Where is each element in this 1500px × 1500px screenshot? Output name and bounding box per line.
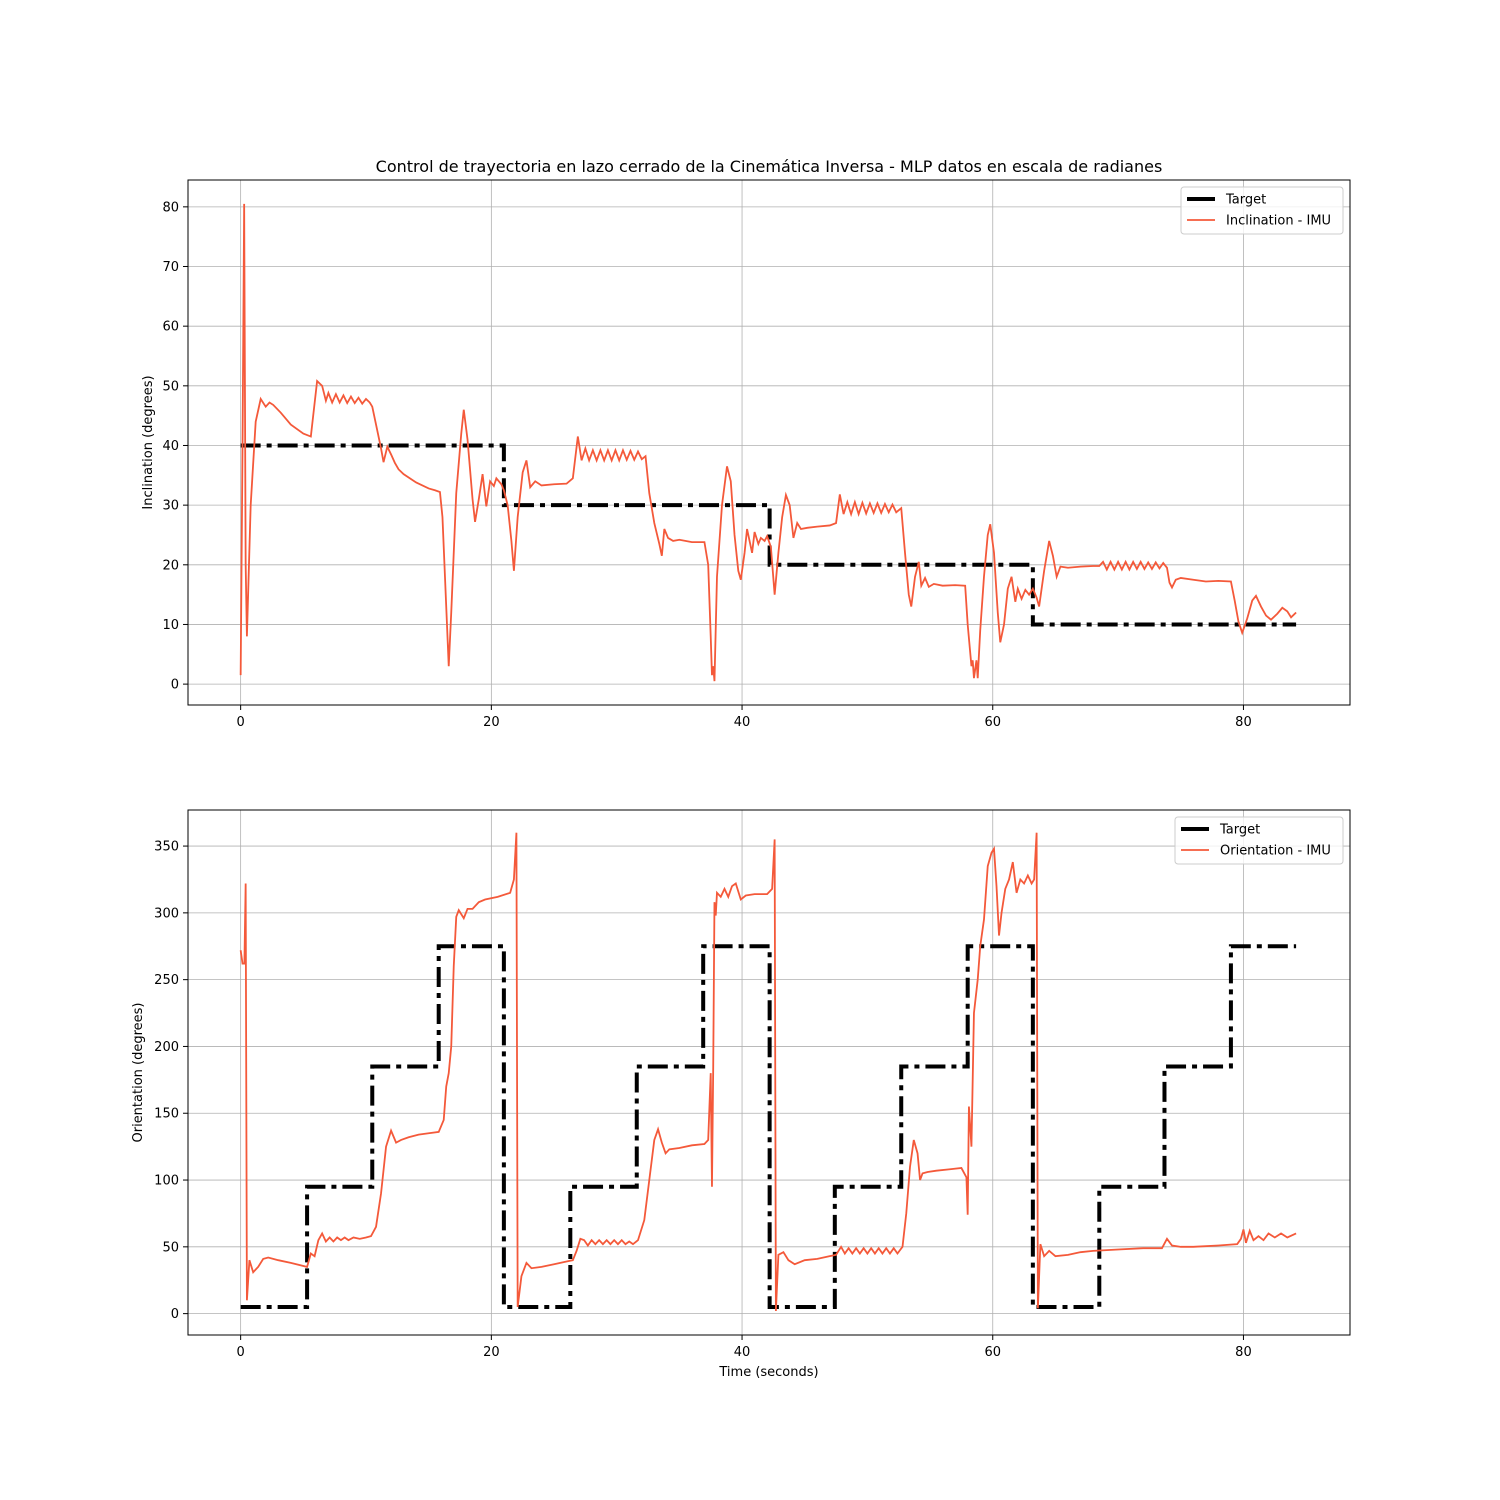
y-tick-label: 150 bbox=[154, 1107, 179, 1122]
chart-title: Control de trayectoria en lazo cerrado d… bbox=[376, 157, 1163, 176]
legend-label: Orientation - IMU bbox=[1220, 844, 1331, 859]
y-tick-label: 100 bbox=[154, 1174, 179, 1189]
plot-area bbox=[239, 203, 1297, 682]
target-series-line bbox=[240, 443, 1297, 627]
legend-label: Inclination - IMU bbox=[1226, 214, 1331, 229]
legend-box bbox=[1180, 186, 1344, 235]
x-tick-label: 40 bbox=[734, 1345, 751, 1360]
x-tick-label: 0 bbox=[237, 1345, 245, 1360]
x-tick-label: 60 bbox=[984, 715, 1001, 730]
y-tick-label: 50 bbox=[162, 1240, 179, 1255]
imu-series-line bbox=[239, 203, 1297, 682]
x-tick-label: 20 bbox=[483, 1345, 500, 1360]
y-tick-label: 350 bbox=[154, 840, 179, 855]
x-tick-label: 60 bbox=[984, 1345, 1001, 1360]
y-tick-label: 80 bbox=[162, 200, 179, 215]
legend-label: Target bbox=[1219, 823, 1260, 838]
imu-series-line bbox=[239, 832, 1297, 1311]
x-tick-label: 20 bbox=[483, 715, 500, 730]
y-tick-label: 250 bbox=[154, 973, 179, 988]
y-tick-label: 70 bbox=[162, 260, 179, 275]
legend: Target Inclination - IMU bbox=[1180, 186, 1344, 235]
x-tick-label: 40 bbox=[734, 715, 751, 730]
axes-frame bbox=[187, 179, 1351, 706]
x-tick-label: 80 bbox=[1235, 715, 1252, 730]
y-tick-label: 40 bbox=[162, 439, 179, 454]
y-axis-label: Orientation (degrees) bbox=[131, 1003, 146, 1143]
y-tick-label: 300 bbox=[154, 906, 179, 921]
y-tick-label: 200 bbox=[154, 1040, 179, 1055]
y-axis-label: Inclination (degrees) bbox=[141, 375, 156, 509]
axes-frame bbox=[187, 809, 1351, 1336]
y-tick-label: 20 bbox=[162, 558, 179, 573]
y-tick-label: 30 bbox=[162, 499, 179, 514]
x-tick-label: 0 bbox=[237, 715, 245, 730]
inclination-panel: 0 20 40 60 80 0 10 20 30 40 50 60 70 80 Inclination (d… bbox=[141, 179, 1351, 730]
orientation-panel: 0 20 40 60 80 0 50 100 150 200 250 300 350 Orientatio… bbox=[131, 809, 1351, 1380]
plot-area bbox=[239, 832, 1297, 1311]
y-tick-label: 50 bbox=[162, 379, 179, 394]
x-axis-label: Time (seconds) bbox=[718, 1365, 818, 1380]
legend-box bbox=[1174, 816, 1344, 865]
y-tick-label: 0 bbox=[171, 678, 179, 693]
y-tick-label: 0 bbox=[171, 1307, 179, 1322]
y-tick-label: 10 bbox=[162, 618, 179, 633]
legend: Target Orientation - IMU bbox=[1174, 816, 1344, 865]
x-tick-label: 80 bbox=[1235, 1345, 1252, 1360]
target-series-line bbox=[240, 944, 1297, 1309]
y-tick-label: 60 bbox=[162, 320, 179, 335]
legend-label: Target bbox=[1225, 193, 1266, 208]
